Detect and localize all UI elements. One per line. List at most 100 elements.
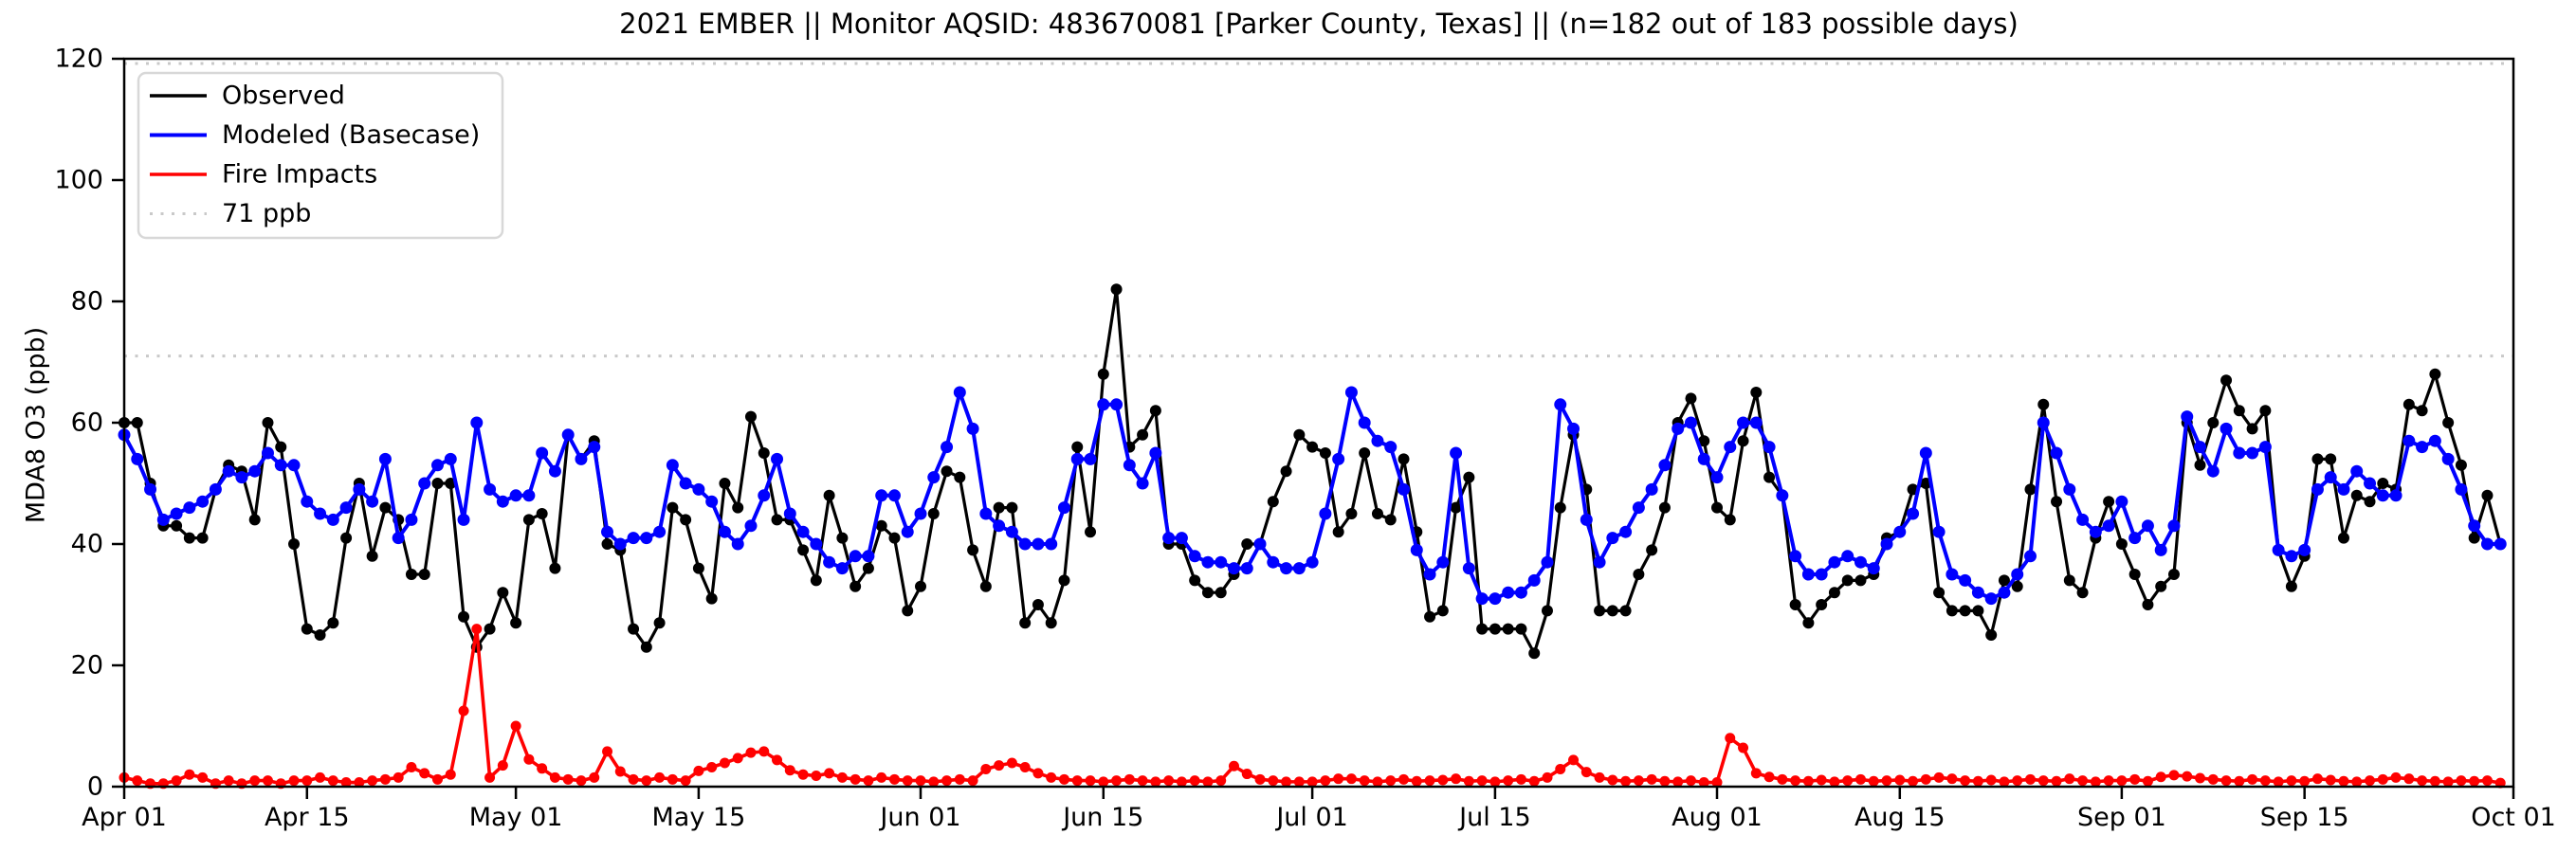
- data-point: [1046, 771, 1057, 783]
- data-point: [288, 775, 300, 787]
- data-point: [1555, 763, 1566, 774]
- data-point: [1881, 775, 1892, 787]
- data-point: [2456, 775, 2467, 787]
- series-modeled-basecase-: [118, 386, 2507, 606]
- data-point: [1227, 562, 1240, 575]
- data-point: [967, 544, 979, 556]
- data-point: [1240, 562, 1253, 575]
- data-point: [654, 771, 666, 783]
- data-point: [2377, 773, 2388, 785]
- data-point: [458, 705, 469, 717]
- data-point: [1959, 605, 1971, 617]
- y-tick-label: 0: [87, 772, 103, 802]
- data-point: [979, 580, 992, 592]
- data-point: [2311, 453, 2324, 465]
- data-point: [1737, 435, 1749, 447]
- data-point: [2076, 587, 2089, 599]
- series-fire-impacts: [119, 624, 2506, 789]
- data-point: [2207, 773, 2219, 785]
- data-point: [1423, 568, 1436, 581]
- data-point: [1085, 775, 1096, 787]
- data-point: [1541, 555, 1554, 569]
- data-point: [771, 514, 783, 526]
- data-point: [2102, 519, 2115, 533]
- data-point: [706, 762, 718, 773]
- data-point: [2364, 496, 2376, 508]
- data-point: [693, 765, 704, 776]
- data-point: [1451, 773, 1462, 785]
- data-point: [549, 771, 560, 783]
- data-point: [1176, 776, 1187, 788]
- data-point: [1436, 555, 1450, 569]
- x-tick-label: Jun 01: [878, 803, 960, 832]
- x-tick-label: Jul 15: [1457, 803, 1531, 832]
- data-point: [2259, 405, 2272, 417]
- data-point: [2207, 417, 2220, 428]
- data-point: [1137, 775, 1148, 787]
- data-point: [1580, 767, 1592, 778]
- x-tick-label: Apr 01: [82, 803, 167, 832]
- data-point: [1907, 507, 1920, 520]
- data-point: [2234, 775, 2245, 787]
- data-point: [1842, 775, 1854, 787]
- data-point: [2037, 416, 2050, 429]
- data-point: [1215, 775, 1227, 787]
- data-point: [979, 507, 993, 520]
- data-point: [262, 775, 273, 787]
- data-point: [2194, 441, 2207, 454]
- data-point: [1659, 775, 1671, 787]
- data-point: [1984, 592, 1998, 606]
- data-point: [1332, 452, 1345, 465]
- data-point: [1358, 416, 1371, 429]
- data-point: [2090, 776, 2101, 788]
- data-point: [640, 532, 653, 545]
- data-point: [888, 773, 900, 785]
- data-point: [1450, 446, 1463, 460]
- data-point: [1084, 452, 1097, 465]
- data-point: [575, 452, 588, 465]
- data-point: [314, 507, 327, 520]
- data-point: [2376, 489, 2389, 502]
- data-point: [510, 617, 522, 629]
- data-point: [2063, 574, 2075, 587]
- data-point: [1750, 768, 1762, 779]
- data-point: [1542, 771, 1553, 783]
- data-point: [484, 771, 496, 783]
- data-point: [1489, 776, 1501, 788]
- data-point: [1463, 471, 1475, 483]
- data-point: [705, 495, 719, 508]
- data-point: [1920, 773, 1931, 785]
- data-point: [1725, 733, 1736, 744]
- data-point: [496, 495, 509, 508]
- data-point: [2167, 569, 2180, 580]
- data-point: [301, 775, 313, 787]
- data-point: [1005, 525, 1018, 538]
- data-point: [509, 489, 522, 502]
- data-point: [183, 532, 195, 544]
- data-point: [1985, 629, 1998, 641]
- data-point: [2324, 471, 2337, 484]
- data-point: [902, 775, 913, 787]
- data-point: [405, 569, 417, 580]
- data-point: [418, 569, 430, 580]
- data-point: [1932, 525, 1946, 538]
- data-point: [2246, 423, 2258, 435]
- data-point: [1724, 514, 1736, 526]
- data-point: [1528, 775, 1540, 787]
- data-point: [131, 452, 144, 465]
- y-tick-label: 120: [54, 45, 103, 74]
- data-point: [1606, 605, 1618, 617]
- data-point: [2103, 496, 2115, 508]
- data-point: [2077, 775, 2089, 787]
- data-point: [1411, 775, 1422, 787]
- x-tick-label: Oct 01: [2471, 803, 2556, 832]
- data-point: [1738, 742, 1749, 753]
- series-observed: [119, 283, 2507, 660]
- data-point: [1998, 586, 2011, 599]
- data-point: [2311, 482, 2324, 496]
- data-point: [810, 537, 823, 551]
- data-point: [1919, 446, 1932, 460]
- data-point: [1019, 762, 1031, 773]
- data-point: [1998, 574, 2010, 587]
- data-point: [2037, 398, 2050, 410]
